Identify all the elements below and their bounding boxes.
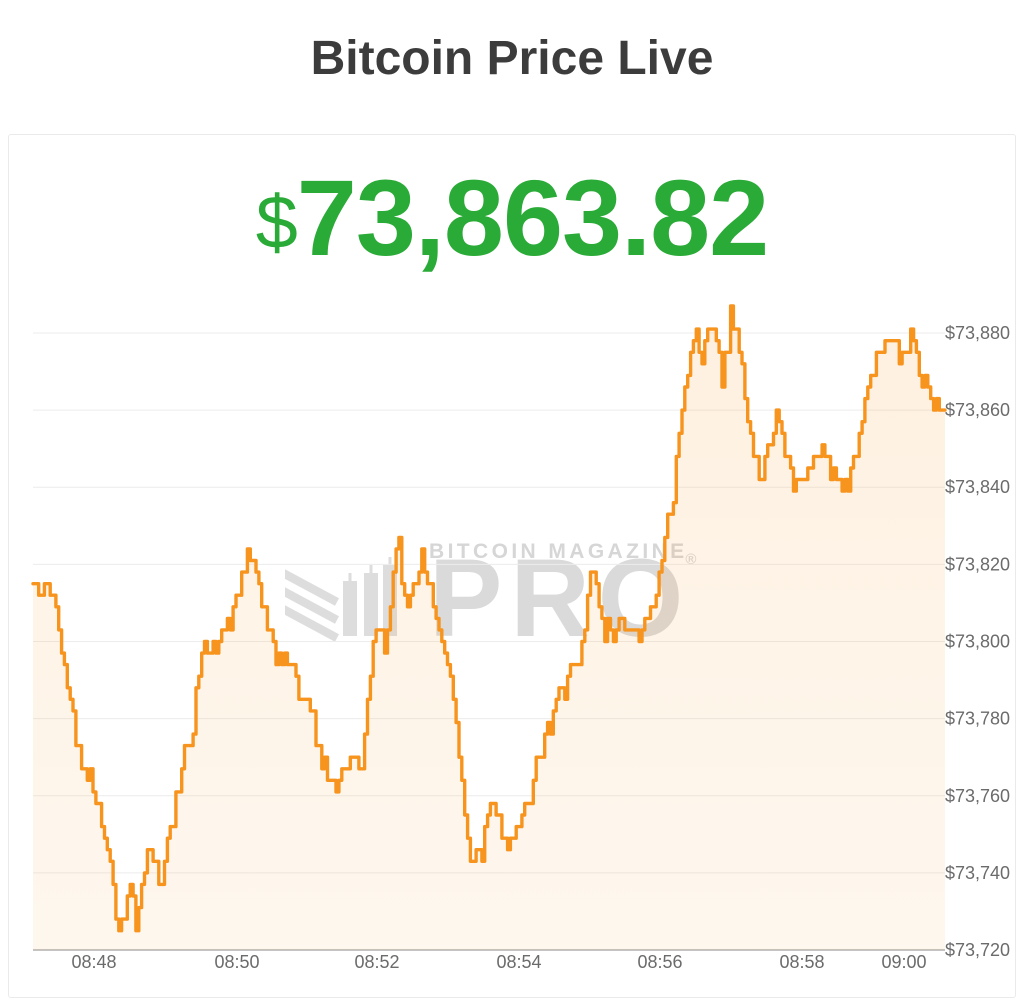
svg-text:08:52: 08:52 — [354, 952, 399, 970]
svg-text:$73,800: $73,800 — [945, 632, 1010, 652]
svg-text:$73,760: $73,760 — [945, 786, 1010, 806]
svg-text:$73,720: $73,720 — [945, 940, 1010, 960]
svg-text:08:54: 08:54 — [496, 952, 541, 970]
svg-text:$73,860: $73,860 — [945, 400, 1010, 420]
svg-text:08:58: 08:58 — [779, 952, 824, 970]
svg-text:$73,780: $73,780 — [945, 709, 1010, 729]
svg-text:$73,740: $73,740 — [945, 863, 1010, 883]
svg-text:$73,840: $73,840 — [945, 477, 1010, 497]
svg-text:$73,880: $73,880 — [945, 323, 1010, 343]
svg-text:08:50: 08:50 — [214, 952, 259, 970]
svg-text:08:48: 08:48 — [71, 952, 116, 970]
svg-text:08:56: 08:56 — [637, 952, 682, 970]
svg-text:$73,820: $73,820 — [945, 554, 1010, 574]
svg-text:09:00: 09:00 — [881, 952, 926, 970]
